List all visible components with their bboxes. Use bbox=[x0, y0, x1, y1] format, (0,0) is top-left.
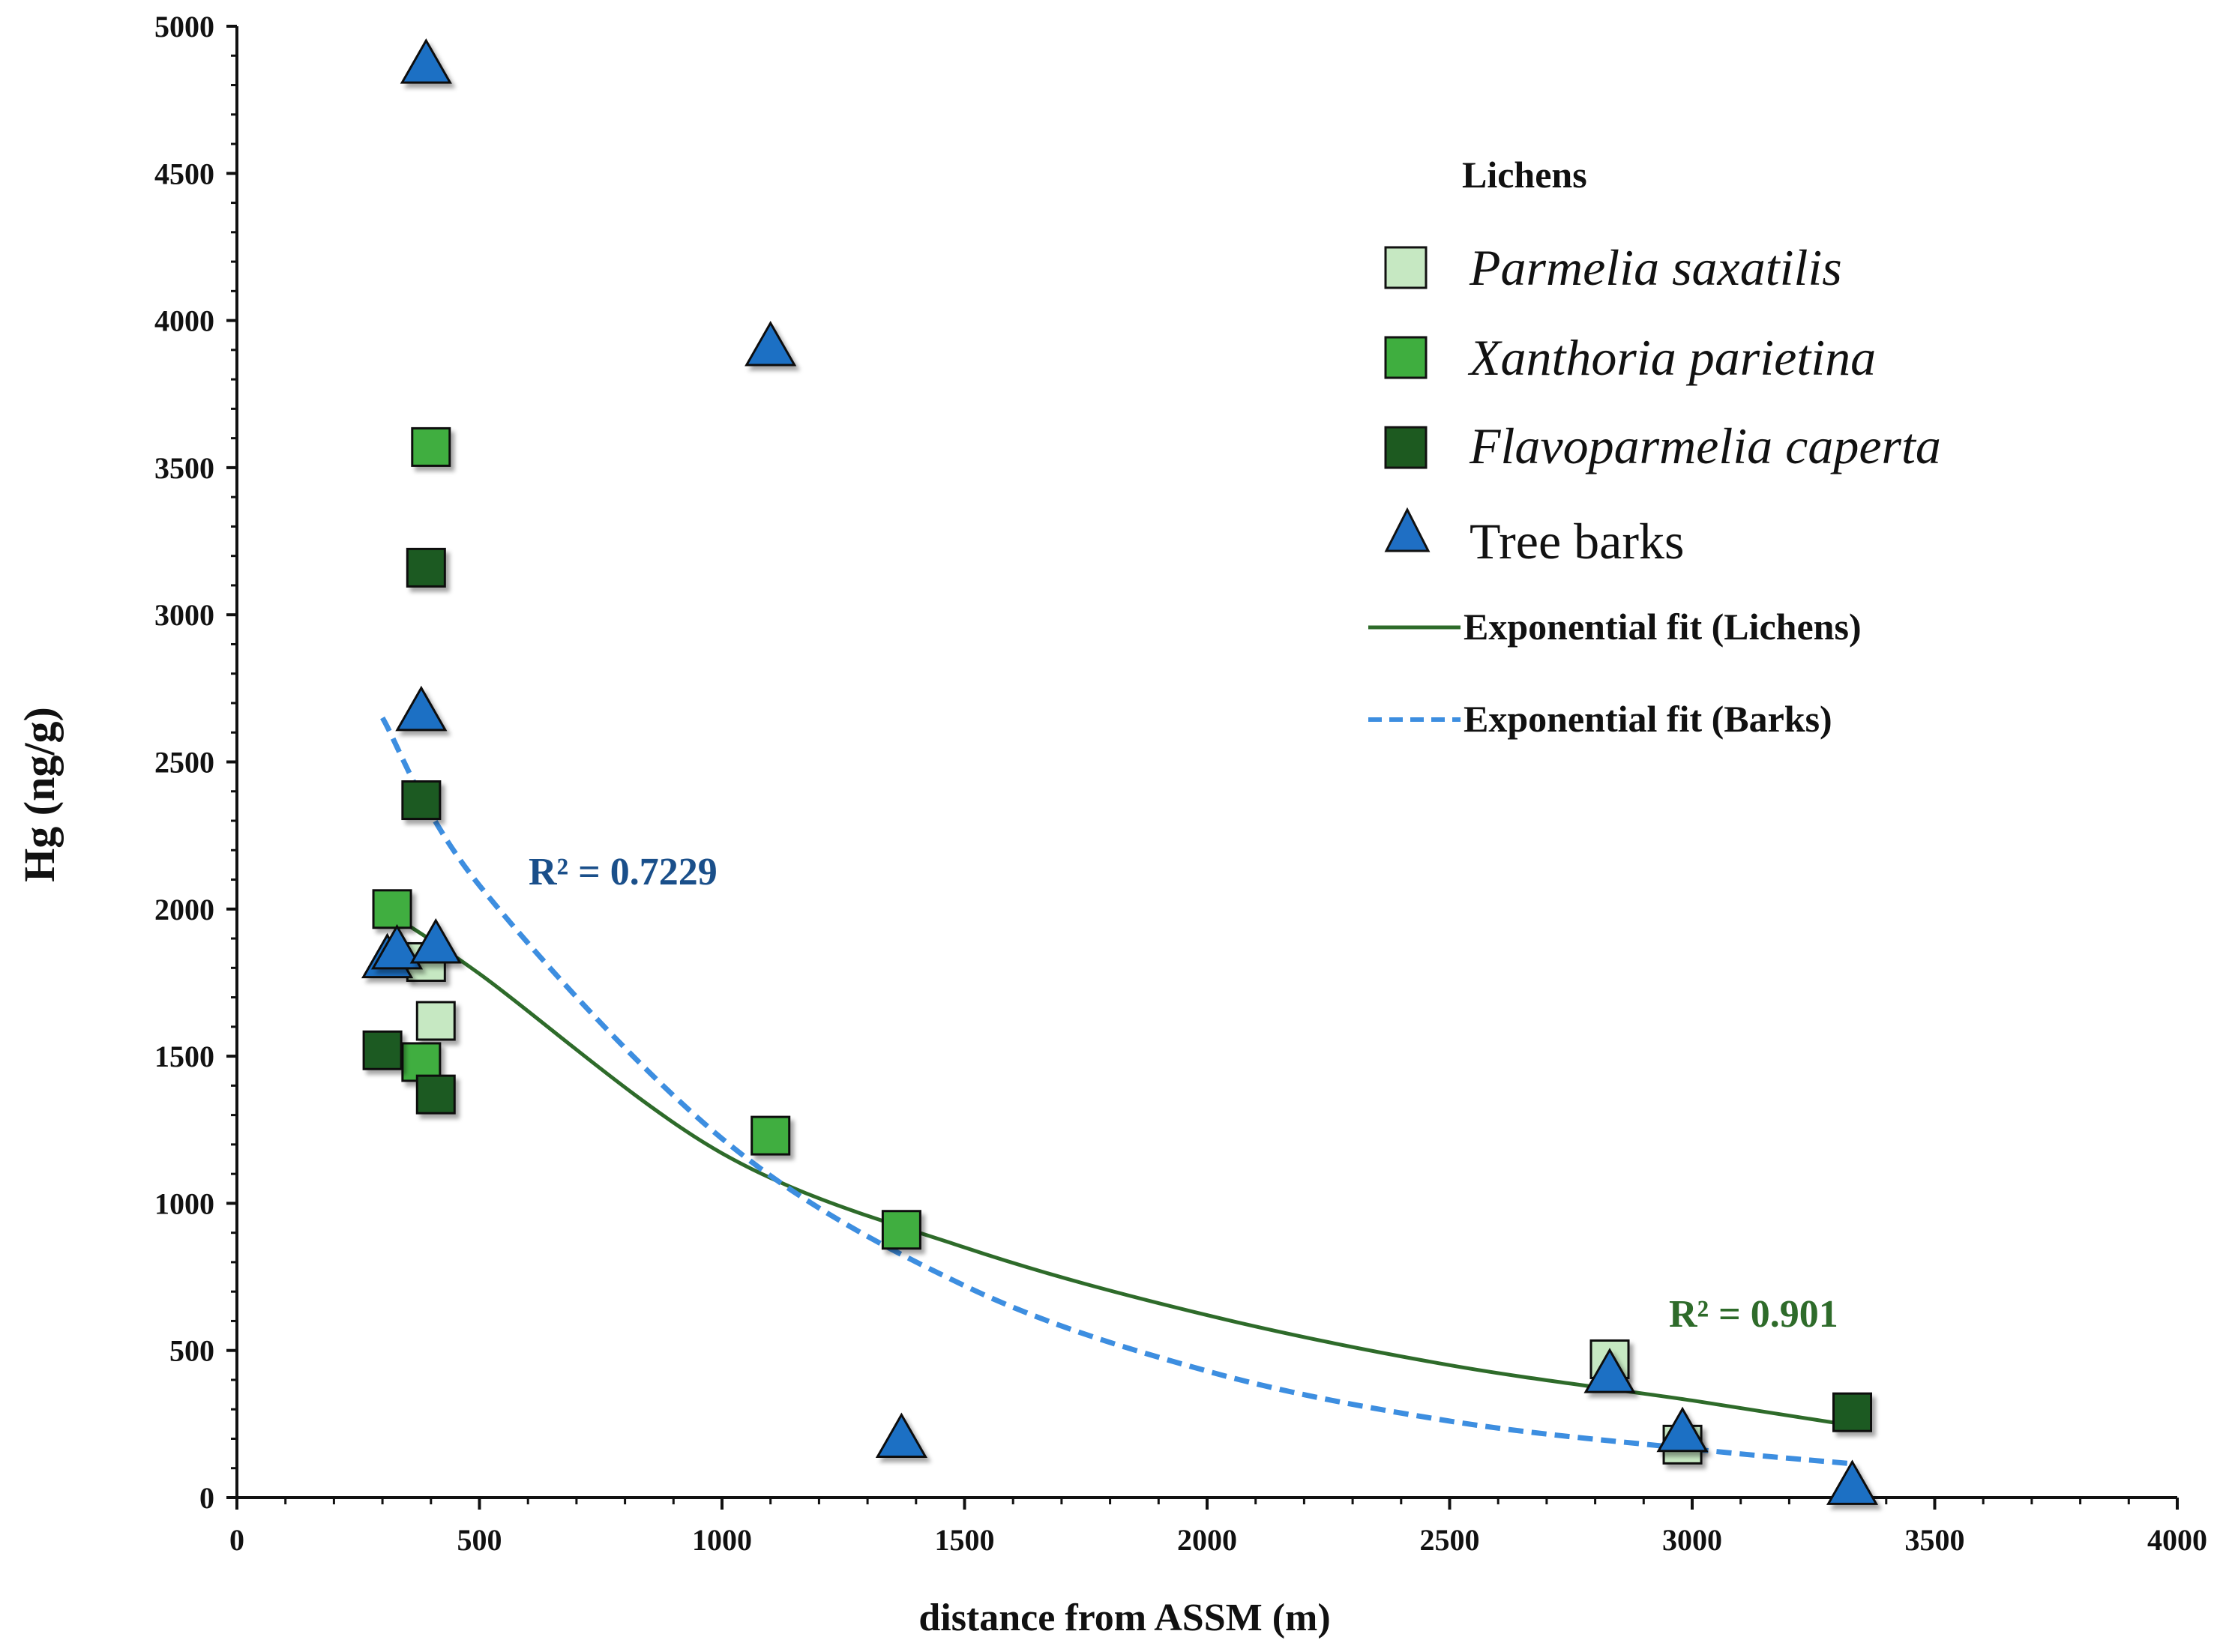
fit-line-lichens bbox=[381, 907, 1853, 1428]
y-axis-title: Hg (ng/g) bbox=[15, 707, 64, 882]
y-tick-label: 5000 bbox=[154, 10, 214, 43]
y-tick-label: 1000 bbox=[154, 1187, 214, 1220]
point-tree-barks bbox=[1583, 1348, 1636, 1393]
point-xanthoria bbox=[411, 426, 451, 467]
point-flavoparmelia bbox=[1832, 1392, 1873, 1432]
y-tick-label: 1500 bbox=[154, 1040, 214, 1073]
legend: Lichens Parmelia saxatilis Xanthoria par… bbox=[1368, 154, 1941, 740]
x-tick-label: 2000 bbox=[1177, 1523, 1237, 1557]
point-xanthoria bbox=[401, 1042, 442, 1082]
legend-marker-xanthoria bbox=[1384, 336, 1428, 379]
point-tree-barks bbox=[875, 1412, 927, 1459]
y-tick-label: 3500 bbox=[154, 451, 214, 485]
y-tick-label: 2500 bbox=[154, 746, 214, 780]
r2-label-lichens: R² = 0.901 bbox=[1669, 1293, 1838, 1336]
fit-line-barks bbox=[380, 716, 1853, 1467]
x-tick-label: 2500 bbox=[1420, 1523, 1480, 1557]
legend-label-parmelia: Parmelia saxatilis bbox=[1469, 239, 1842, 296]
legend-title: Lichens bbox=[1462, 154, 1587, 196]
x-axis-title: distance from ASSM (m) bbox=[918, 1597, 1330, 1639]
legend-label-barks-fit: Exponential fit (Barks) bbox=[1464, 698, 1832, 740]
legend-label-xanthoria: Xanthoria parietina bbox=[1467, 329, 1876, 386]
point-xanthoria bbox=[881, 1210, 921, 1250]
legend-marker-flavoparmelia bbox=[1384, 426, 1428, 469]
legend-label-tree-barks: Tree barks bbox=[1470, 513, 1684, 570]
point-tree-barks bbox=[1826, 1459, 1879, 1505]
x-tick-label: 0 bbox=[229, 1523, 244, 1557]
y-tick-label: 3000 bbox=[154, 598, 214, 632]
point-parmelia bbox=[415, 1001, 456, 1041]
x-tick-label: 3000 bbox=[1662, 1523, 1722, 1557]
legend-marker-parmelia bbox=[1384, 246, 1428, 289]
point-xanthoria bbox=[372, 889, 412, 929]
legend-label-lichens-fit: Exponential fit (Lichens) bbox=[1464, 606, 1862, 648]
axes: 0500100015002000250030003500400045005000… bbox=[154, 10, 2207, 1557]
point-tree-barks bbox=[370, 923, 424, 970]
point-tree-barks bbox=[1656, 1406, 1709, 1453]
x-tick-label: 1500 bbox=[935, 1523, 995, 1557]
x-tick-label: 4000 bbox=[2147, 1523, 2207, 1557]
y-tick-label: 500 bbox=[169, 1334, 214, 1368]
legend-label-flavoparmelia: Flavoparmelia caperta bbox=[1469, 417, 1941, 474]
legend-marker-tree-barks bbox=[1384, 507, 1431, 552]
x-tick-label: 3500 bbox=[1905, 1523, 1965, 1557]
point-flavoparmelia bbox=[415, 1074, 456, 1115]
point-tree-barks bbox=[744, 320, 797, 367]
x-tick-label: 1000 bbox=[692, 1523, 752, 1557]
r2-label-barks: R² = 0.7229 bbox=[529, 851, 718, 893]
point-tree-barks bbox=[395, 685, 448, 732]
point-flavoparmelia bbox=[401, 780, 442, 821]
point-xanthoria bbox=[750, 1115, 791, 1156]
point-flavoparmelia bbox=[362, 1030, 403, 1070]
y-tick-label: 4500 bbox=[154, 157, 214, 190]
y-tick-label: 0 bbox=[199, 1481, 214, 1515]
point-tree-barks bbox=[400, 38, 452, 84]
point-tree-barks bbox=[409, 917, 462, 964]
y-tick-label: 2000 bbox=[154, 893, 214, 926]
x-tick-label: 500 bbox=[457, 1523, 502, 1557]
y-tick-label: 4000 bbox=[154, 304, 214, 338]
point-flavoparmelia bbox=[406, 547, 446, 588]
